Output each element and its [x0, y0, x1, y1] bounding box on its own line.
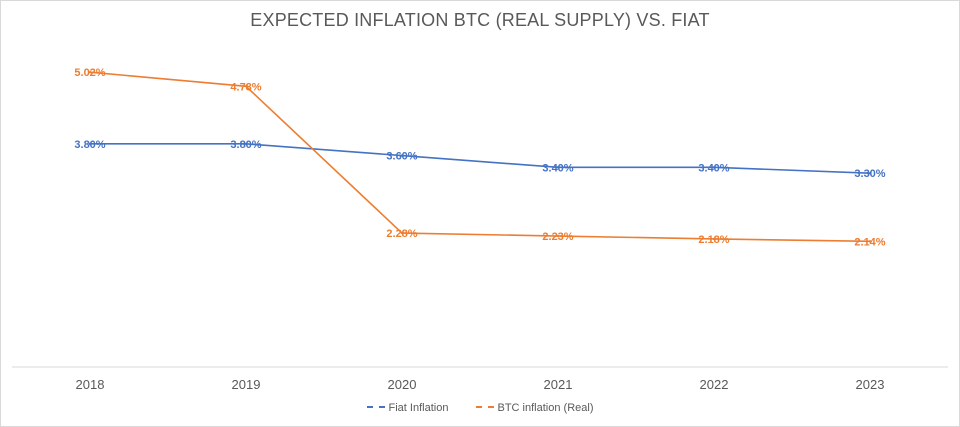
- legend-swatch-fiat: [366, 406, 385, 409]
- x-tick-label: 2019: [232, 377, 261, 392]
- series-line-fiat: [90, 143, 871, 174]
- data-point: [712, 166, 716, 169]
- chart-legend: Fiat Inflation BTC inflation (Real): [0, 402, 960, 414]
- x-tick-label: 2022: [700, 377, 729, 392]
- data-point: [868, 172, 872, 175]
- data-label: 2.14%: [854, 236, 885, 248]
- data-point: [88, 70, 92, 74]
- data-point: [244, 142, 248, 146]
- data-point: [556, 234, 560, 238]
- legend-item-fiat: Fiat Inflation: [366, 402, 449, 414]
- data-label: 3.30%: [854, 168, 885, 180]
- legend-item-btc: BTC inflation (Real): [475, 402, 594, 414]
- data-label: 3.40%: [698, 162, 729, 174]
- data-label: 3.80%: [74, 139, 105, 151]
- data-point: [400, 154, 404, 157]
- data-label: 4.78%: [230, 81, 261, 93]
- data-label: 2.18%: [698, 234, 729, 246]
- data-point: [712, 237, 716, 241]
- x-tick-label: 2021: [544, 377, 573, 392]
- data-point: [88, 142, 92, 146]
- data-point: [556, 166, 560, 169]
- data-label: 2.28%: [386, 228, 417, 240]
- data-point: [400, 231, 404, 235]
- legend-swatch-btc: [475, 406, 494, 409]
- data-label: 3.60%: [386, 151, 417, 163]
- chart-title: EXPECTED INFLATION BTC (REAL SUPPLY) VS.…: [250, 10, 710, 30]
- legend-label-btc: BTC inflation (Real): [497, 402, 594, 414]
- data-point: [868, 240, 872, 243]
- data-label: 2.23%: [542, 231, 573, 243]
- series-line-btc: [89, 71, 871, 243]
- x-tick-label: 2023: [856, 377, 885, 392]
- x-tick-label: 2020: [388, 377, 417, 392]
- data-point: [244, 85, 248, 88]
- legend-label-fiat: Fiat Inflation: [388, 402, 449, 414]
- x-tick-label: 2018: [76, 377, 105, 392]
- data-label: 3.80%: [230, 139, 261, 151]
- data-label: 5.02%: [74, 67, 105, 79]
- data-label: 3.40%: [542, 162, 573, 174]
